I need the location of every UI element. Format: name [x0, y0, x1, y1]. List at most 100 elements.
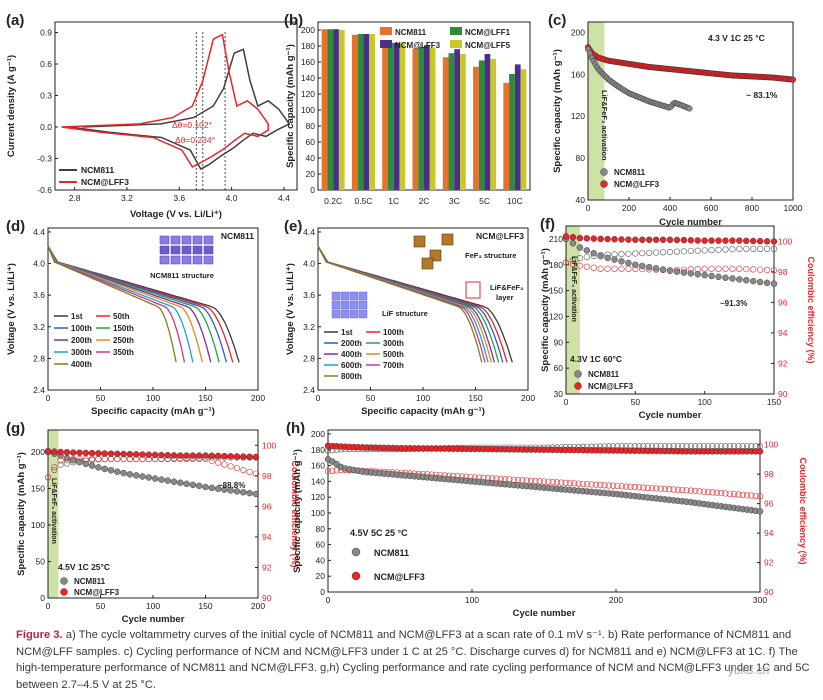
point-lff3	[659, 236, 667, 243]
inset-crystal-tile	[170, 245, 181, 255]
point-lff3	[63, 449, 71, 456]
point-lff3	[576, 234, 584, 242]
point-lff3-ce	[705, 488, 712, 496]
point-lff3-ce	[566, 480, 574, 487]
bar-ncm-lff5	[369, 34, 375, 190]
bar-ncm-lff5	[460, 54, 466, 190]
point-lff3-ce	[233, 465, 241, 472]
figure-caption: Figure 3. a) The cycle voltammetry curve…	[16, 627, 816, 693]
panel-f-retention: ~91.3%	[720, 299, 747, 308]
bar-ncm811	[321, 29, 328, 191]
panel-g-retention: ~88.8%	[218, 481, 245, 490]
panel-b-ytick-label: 40	[306, 153, 316, 163]
point-ncm811-ce	[583, 253, 590, 261]
bar-ncm-lff3	[363, 34, 370, 190]
inset-lif-tile	[349, 300, 359, 310]
point-ncm811-ce	[736, 245, 743, 253]
point-lff3	[694, 237, 701, 244]
point-ncm811-ce	[57, 461, 64, 468]
point-ncm811	[680, 269, 688, 276]
point-lff3	[756, 237, 764, 245]
point-lff3-ce	[549, 478, 556, 486]
bar-ncm-lff5	[429, 47, 436, 190]
point-lff3-ce	[743, 265, 750, 273]
point-lff3	[95, 450, 102, 457]
bar-ncm-lff1	[478, 60, 485, 191]
legend-label-lff3: NCM@LFF3	[374, 572, 425, 582]
panel-c-xtick-label: 0	[586, 203, 591, 213]
point-ncm811	[195, 482, 203, 490]
point-lff3	[57, 448, 64, 456]
legend-marker-lff3	[600, 180, 608, 188]
point-lff3	[126, 450, 134, 458]
panel-b-ytick-label: 180	[301, 41, 315, 51]
point-ncm811-ce	[701, 247, 708, 254]
panel-g-label: (g)	[6, 420, 25, 437]
legend-label: 100th	[383, 328, 404, 337]
panel-f-ytick2-label: 100	[778, 236, 792, 246]
panel-b-ylabel: Specific capacity (mAh g⁻¹)	[285, 44, 296, 168]
inset-lif-tile	[331, 291, 341, 301]
inset-crystal-tile	[181, 255, 192, 265]
point-ncm811-ce	[625, 250, 632, 257]
inset-layer-box	[465, 281, 481, 299]
point-ncm811	[722, 274, 729, 281]
point-lff3-ce	[579, 480, 586, 488]
point-lff3-ce	[635, 484, 643, 491]
watermark: ybx8.cn	[728, 663, 770, 677]
point-ncm811	[659, 266, 667, 273]
bar-ncm-lff3	[484, 54, 491, 190]
point-ncm811	[604, 254, 611, 262]
point-ncm811	[694, 271, 701, 278]
legend-label: 300th	[383, 339, 404, 348]
legend-marker-ncm811	[351, 547, 361, 557]
cv-curve-ncm811	[69, 48, 291, 171]
panel-g-xlabel: Cycle number	[122, 614, 185, 625]
bar-ncm-lff1	[387, 42, 394, 190]
point-lff3-ce	[736, 265, 743, 272]
point-lff3	[673, 236, 681, 244]
point-ncm811	[170, 478, 178, 485]
panel-h-ytick-label: 200	[311, 429, 325, 439]
bar-ncm811	[412, 48, 419, 191]
inset-crystal-tile	[192, 235, 203, 245]
inset-fef3-octahedron	[429, 249, 442, 262]
point-lff3	[763, 238, 771, 245]
point-ncm811	[177, 479, 184, 486]
panel-b-category-label: 5C	[479, 196, 490, 206]
point-ncm811-ce	[757, 245, 764, 253]
legend-label-ncm811: NCM811	[614, 168, 646, 177]
panel-a-ytick-label: -0.3	[37, 154, 52, 164]
panel-g-xtick-label: 150	[198, 601, 212, 611]
panel-g-ytick2-label: 100	[262, 440, 276, 450]
point-lff3	[750, 237, 757, 245]
panel-b-ytick-label: 200	[301, 25, 315, 35]
point-ncm811	[114, 468, 121, 475]
legend-label: 100th	[71, 324, 92, 333]
point-lff3-ce	[114, 455, 121, 463]
point-lff3-ce	[657, 485, 664, 492]
point-lff3	[208, 452, 216, 459]
point-lff3-ce	[625, 265, 632, 272]
point-lff3	[756, 448, 764, 455]
point-lff3	[164, 452, 171, 459]
point-ncm811-ce	[722, 246, 729, 253]
legend-label: 300th	[71, 348, 92, 357]
panel-a-ytick-label: 0.3	[40, 91, 52, 101]
point-lff3	[687, 237, 694, 244]
point-ncm811-ce	[653, 249, 660, 256]
point-lff3	[227, 453, 234, 460]
point-ncm811	[687, 270, 694, 277]
panel-c-ytick-label: 200	[571, 27, 585, 37]
panel-e-ytick-label: 3.2	[303, 322, 315, 332]
point-ncm811	[82, 460, 90, 468]
panel-h-ylabel2: Coulombic efficiency (%)	[798, 457, 808, 564]
legend-label: 50th	[113, 312, 130, 321]
point-ncm811-ce	[576, 254, 583, 262]
panel-d-xtick-label: 50	[96, 393, 106, 403]
point-lff3-ce	[583, 263, 590, 270]
point-lff3-ce	[107, 455, 115, 463]
panel-d-ytick-label: 4.4	[33, 227, 45, 237]
point-lff3-ce	[562, 479, 569, 486]
point-lff3	[743, 237, 750, 245]
